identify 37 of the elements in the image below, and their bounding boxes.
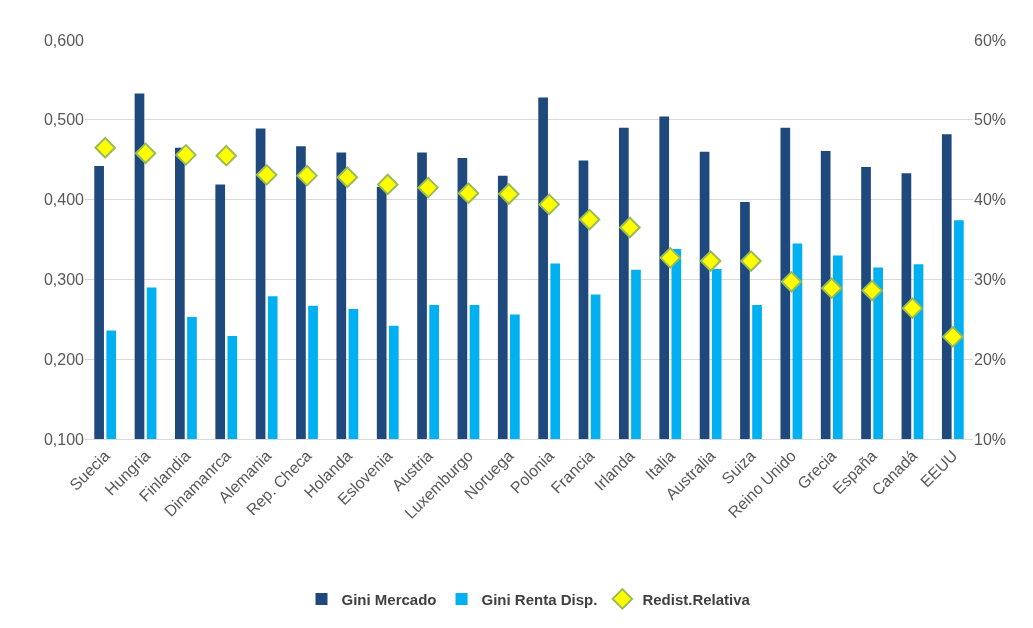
- point: [376, 173, 399, 196]
- y2-tick-label: 10%: [974, 430, 1007, 448]
- point: [134, 142, 157, 165]
- point: [457, 182, 480, 204]
- point: [578, 208, 601, 231]
- y-tick-label: 0,600: [43, 31, 85, 49]
- y-tick-label: 0,100: [43, 430, 85, 448]
- legend-label: Gini Mercado: [341, 590, 437, 608]
- point: [740, 250, 762, 272]
- point: [942, 326, 964, 348]
- point: [861, 279, 883, 302]
- y-tick-label: 0,500: [43, 111, 85, 129]
- y-tick-label: 0,400: [43, 191, 85, 209]
- point: [901, 297, 924, 319]
- y-tick-label: 0,300: [43, 271, 85, 288]
- point: [659, 247, 682, 269]
- point: [619, 216, 641, 239]
- point: [94, 136, 116, 159]
- point: [255, 164, 278, 186]
- point: [296, 164, 318, 187]
- y2-tick-label: 20%: [974, 350, 1007, 368]
- point: [820, 277, 843, 299]
- y2-tick-label: 30%: [974, 271, 1007, 288]
- legend-label: Gini Renta Disp.: [481, 590, 598, 608]
- y2-tick-label: 60%: [974, 31, 1007, 49]
- legend-label: Redist.Relativa: [642, 590, 751, 608]
- y-tick-label: 0,200: [43, 350, 85, 368]
- point: [336, 166, 359, 189]
- y2-tick-label: 40%: [974, 191, 1007, 209]
- point: [699, 250, 722, 272]
- point: [417, 176, 439, 199]
- point: [780, 271, 803, 293]
- point: [498, 183, 520, 205]
- y2-tick-label: 50%: [974, 111, 1007, 129]
- point: [215, 144, 238, 167]
- point: [538, 193, 560, 216]
- point: [175, 144, 197, 166]
